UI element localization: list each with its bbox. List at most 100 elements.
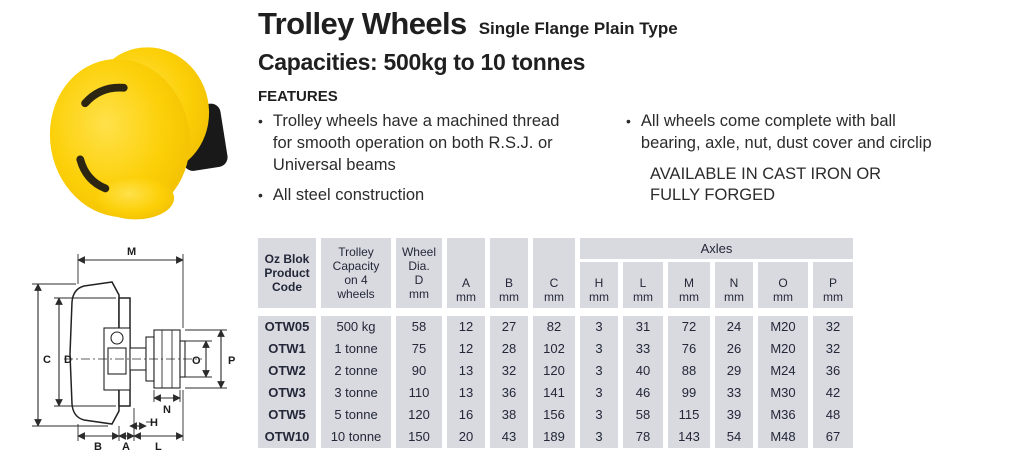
column-header-o: O mm xyxy=(758,262,808,308)
table-cell: 29 xyxy=(715,360,753,382)
table-cell: M48 xyxy=(758,426,808,448)
table-cell: 1 tonne xyxy=(321,338,391,360)
feature-text: All steel construction xyxy=(272,186,425,205)
column-header-wheel-dia: Wheel Dia. D mm xyxy=(396,238,442,308)
column-header-h: H mm xyxy=(580,262,618,308)
table-cell: 26 xyxy=(715,338,753,360)
dimension-diagram: M C D O P xyxy=(32,246,235,453)
table-cell: 48 xyxy=(813,404,853,426)
table-cell: 115 xyxy=(668,404,710,426)
table-cell: M30 xyxy=(758,382,808,404)
table-cell: 28 xyxy=(490,338,528,360)
table-cell: 2 tonne xyxy=(321,360,391,382)
table-cell: 20 xyxy=(447,426,485,448)
table-cell: 12 xyxy=(447,338,485,360)
table-cell: 3 xyxy=(580,360,618,382)
table-cell: 75 xyxy=(396,338,442,360)
table-cell: 3 xyxy=(580,404,618,426)
table-cell: 67 xyxy=(813,426,853,448)
table-cell: M36 xyxy=(758,404,808,426)
spec-table: Oz Blok Product Code Trolley Capacity on… xyxy=(258,238,853,448)
table-cell: 3 xyxy=(580,382,618,404)
dim-label-b: B xyxy=(94,441,102,453)
column-header-n: N mm xyxy=(715,262,753,308)
feature-item: • All steel construction xyxy=(258,185,626,207)
dim-label-a: A xyxy=(122,441,130,453)
table-cell: 31 xyxy=(623,316,663,338)
table-cell: 27 xyxy=(490,316,528,338)
dimension-p: P xyxy=(185,329,235,389)
table-cell: 120 xyxy=(396,404,442,426)
bullet-icon: • xyxy=(258,187,263,204)
table-cell: 82 xyxy=(533,316,575,338)
dimension-h: H xyxy=(129,417,158,430)
table-cell: 33 xyxy=(715,382,753,404)
dim-label-n: N xyxy=(163,404,171,416)
table-cell: 46 xyxy=(623,382,663,404)
title-block: Trolley Wheels Single Flange Plain Type xyxy=(258,6,1018,42)
table-cell: 43 xyxy=(490,426,528,448)
table-cell: 58 xyxy=(623,404,663,426)
feature-item: • Trolley wheels have a machined thread … xyxy=(258,111,626,176)
product-photo xyxy=(49,47,228,220)
bullet-icon: • xyxy=(258,113,263,129)
table-cell: 13 xyxy=(447,360,485,382)
table-cell: 150 xyxy=(396,426,442,448)
dim-label-m: M xyxy=(127,246,136,258)
table-cell: OTW2 xyxy=(258,360,316,382)
dim-label-h: H xyxy=(150,417,158,429)
bullet-icon: • xyxy=(626,113,631,129)
table-cell: 99 xyxy=(668,382,710,404)
capacities-line: Capacities: 500kg to 10 tonnes xyxy=(258,49,586,75)
feature-item: • All wheels come complete with ball bea… xyxy=(626,111,1018,155)
table-cell: 141 xyxy=(533,382,575,404)
dimension-d: D xyxy=(54,297,116,407)
table-cell: 156 xyxy=(533,404,575,426)
dimension-o: O xyxy=(185,340,212,378)
table-cell: 3 xyxy=(580,338,618,360)
feature-text: All wheels come complete with ball beari… xyxy=(640,112,932,152)
dimension-n: N xyxy=(153,390,181,416)
table-cell: 39 xyxy=(715,404,753,426)
table-cell: 120 xyxy=(533,360,575,382)
features-column-right: • All wheels come complete with ball bea… xyxy=(626,111,1018,216)
table-cell: M20 xyxy=(758,316,808,338)
table-cell: 88 xyxy=(668,360,710,382)
table-cell: 16 xyxy=(447,404,485,426)
dimension-b-a-l: B A L xyxy=(77,390,184,453)
column-header-capacity: Trolley Capacity on 4 wheels xyxy=(321,238,391,308)
spec-table-grid: Oz Blok Product Code Trolley Capacity on… xyxy=(258,238,853,448)
features-heading: FEATURES xyxy=(258,88,338,105)
table-cell: 110 xyxy=(396,382,442,404)
table-cell: OTW3 xyxy=(258,382,316,404)
feature-text: Trolley wheels have a machined thread fo… xyxy=(272,112,560,174)
table-cell: 58 xyxy=(396,316,442,338)
table-cell: 33 xyxy=(623,338,663,360)
table-cell: 90 xyxy=(396,360,442,382)
table-cell: 36 xyxy=(490,382,528,404)
table-cell: 13 xyxy=(447,382,485,404)
table-cell: 54 xyxy=(715,426,753,448)
table-cell: M20 xyxy=(758,338,808,360)
availability-note: AVAILABLE IN CAST IRON OR FULLY FORGED xyxy=(650,164,1018,207)
table-cell: OTW05 xyxy=(258,316,316,338)
table-cell: 36 xyxy=(813,360,853,382)
table-cell: 32 xyxy=(813,338,853,360)
availability-note-line: FULLY FORGED xyxy=(650,185,775,204)
column-header-product-code: Oz Blok Product Code xyxy=(258,238,316,308)
table-cell: 500 kg xyxy=(321,316,391,338)
table-cell: 42 xyxy=(813,382,853,404)
table-cell: 3 xyxy=(580,316,618,338)
table-cell: OTW1 xyxy=(258,338,316,360)
table-cell: 5 tonne xyxy=(321,404,391,426)
table-cell: 24 xyxy=(715,316,753,338)
wheel-slot-icons xyxy=(76,83,128,193)
table-cell: OTW10 xyxy=(258,426,316,448)
page-subtitle: Single Flange Plain Type xyxy=(478,19,678,38)
dim-label-c: C xyxy=(43,354,51,366)
dimension-m: M xyxy=(77,246,184,328)
table-cell: 72 xyxy=(668,316,710,338)
table-cell: 3 xyxy=(580,426,618,448)
dimension-c: C xyxy=(32,283,108,427)
